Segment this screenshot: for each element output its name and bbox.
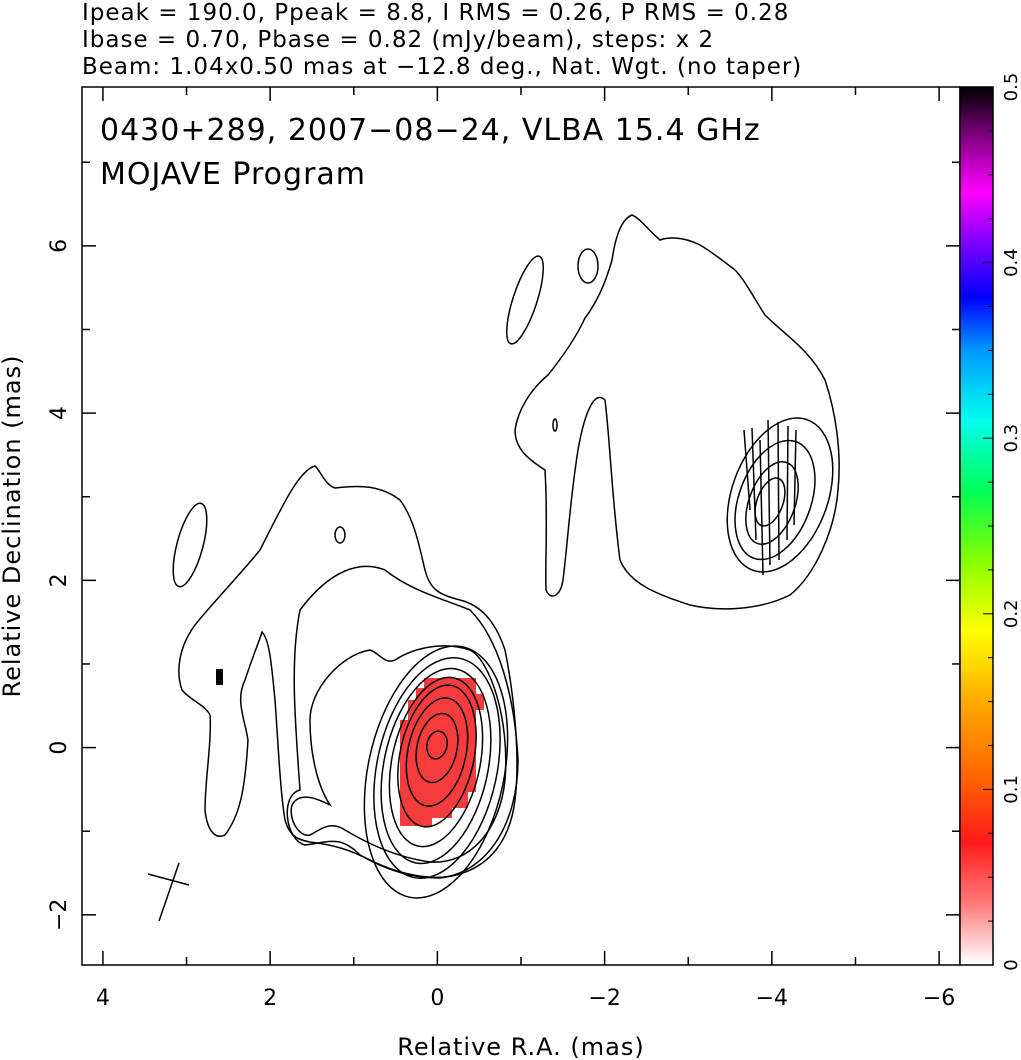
pol-vector	[777, 421, 780, 561]
colorbar-tick-labels: 0 0.1 0.2 0.3 0.4 0.5	[1001, 73, 1021, 971]
pol-vector	[793, 429, 797, 526]
x-tick-label: −6	[923, 986, 955, 1011]
colorbar-ticks	[983, 86, 993, 966]
x-axis-label: Relative R.A. (mas)	[397, 1033, 644, 1060]
x-tick-label: −2	[588, 986, 620, 1011]
colorbar-tick-label: 0.5	[1001, 73, 1021, 102]
y-tick-label: 4	[47, 406, 72, 420]
colorbar-tick-label: 0.4	[1001, 248, 1021, 277]
y-tick-label: −2	[47, 899, 72, 931]
outer-contour-jet	[514, 214, 840, 610]
axis-ticks	[82, 87, 960, 965]
polarization-vectors	[743, 419, 797, 576]
colorbar	[960, 87, 993, 965]
y-tick-label: 6	[47, 239, 72, 253]
x-tick-label: 0	[430, 986, 444, 1011]
colorbar-tick-label: 0.3	[1001, 424, 1021, 453]
outer-contour-core	[178, 465, 518, 879]
tiny-contour	[334, 526, 346, 544]
pol-vector	[767, 419, 771, 566]
jet-small-contour	[577, 248, 599, 284]
small-blob-contour	[172, 502, 208, 588]
colorbar-tick-label: 0	[1001, 959, 1021, 970]
x-tick-label: −4	[756, 986, 788, 1011]
jet-component-contours	[726, 417, 834, 573]
y-tick-label: 0	[47, 741, 72, 755]
chart-title: 0430+289, 2007−08−24, VLBA 15.4 GHz	[100, 113, 761, 148]
y-tick-label: 2	[47, 573, 72, 587]
pol-vector	[743, 429, 751, 511]
y-tick-labels: −2 0 2 4 6	[47, 239, 72, 931]
x-tick-label: 2	[263, 986, 277, 1011]
beam-marker	[147, 862, 190, 922]
polarized-intensity-patch	[400, 678, 484, 826]
pol-vector	[786, 425, 789, 541]
x-tick-labels: 4 2 0 −2 −4 −6	[96, 986, 955, 1011]
header-line-1: Ipeak = 190.0, Ppeak = 8.8, I RMS = 0.26…	[82, 0, 789, 26]
colorbar-tick-label: 0.1	[1001, 775, 1021, 804]
colorbar-tick-label: 0.2	[1001, 599, 1021, 628]
pol-vector	[759, 439, 764, 576]
jet-tiny-contour	[552, 418, 558, 432]
small-marker	[216, 669, 223, 685]
jet-blob-contour	[506, 255, 544, 345]
header-line-3: Beam: 1.04x0.50 mas at −12.8 deg., Nat. …	[82, 54, 802, 80]
header-line-2: Ibase = 0.70, Pbase = 0.82 (mJy/beam), s…	[82, 27, 714, 53]
y-axis-label: Relative Declination (mas)	[0, 354, 26, 697]
core-contours	[286, 565, 519, 899]
chart-subtitle: MOJAVE Program	[100, 157, 366, 192]
pol-vector	[751, 427, 757, 541]
x-tick-label: 4	[96, 986, 110, 1011]
